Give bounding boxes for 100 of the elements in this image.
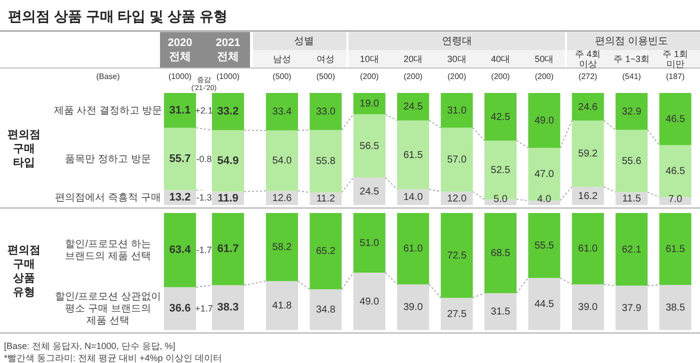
data-label: 33.2 (217, 106, 239, 118)
series-label: 품목만 정하고 방문 (65, 154, 151, 165)
text: (Base) (96, 72, 120, 80)
data-label: 59.2 (578, 148, 598, 160)
data-label: 33.4 (272, 106, 292, 118)
data-label: 54.9 (217, 154, 239, 167)
bar (572, 93, 604, 121)
data-label: 11.5 (622, 193, 642, 204)
data-label: 27.5 (447, 308, 467, 320)
bar (353, 213, 386, 273)
bar (440, 93, 473, 128)
bar (397, 120, 430, 190)
bar (528, 200, 560, 205)
bar (397, 213, 430, 284)
bar (528, 213, 560, 278)
data-label: 54.0 (272, 155, 292, 166)
data-label: 61.5 (666, 243, 686, 254)
data-label: 49.0 (360, 296, 380, 307)
data-label: 61.7 (217, 243, 239, 256)
bar (397, 284, 430, 330)
data-label: 61.0 (578, 243, 598, 254)
bar (616, 213, 648, 286)
data-label: 14.0 (403, 192, 424, 203)
bar (353, 178, 386, 205)
data-label: 52.5 (490, 164, 511, 176)
bar (572, 213, 604, 284)
data-label: 55.8 (316, 156, 336, 167)
bar (440, 298, 473, 330)
bar (659, 93, 692, 146)
data-label: 56.5 (360, 140, 380, 152)
chart-title: 편의점 상품 구매 타입 및 상품 유형 (8, 8, 228, 24)
data-label: 37.9 (622, 302, 642, 314)
data-label: 5.0 (494, 194, 508, 204)
data-label: 63.4 (169, 244, 192, 256)
text: 편의점 이용빈도 (595, 36, 668, 46)
x-tick-label: 2020 전체 (1000) (168, 37, 192, 80)
x-tick-label: 40대 (200) (490, 54, 510, 80)
y-axis-title: 편의점 구매 타입 (8, 129, 40, 169)
data-label: 72.5 (447, 250, 467, 261)
data-label: 7.0 (668, 194, 683, 204)
bar (266, 130, 298, 191)
data-label: 46.5 (666, 114, 686, 125)
x-tick-label: 50대 (200) (534, 54, 554, 80)
data-label: 39.0 (578, 302, 598, 313)
series-label: 할인/프로모션 하는 브랜드의 제품 선택 (65, 238, 151, 262)
data-label: 13.2 (169, 192, 191, 204)
data-label: 61.0 (403, 243, 424, 254)
data-label: 24.5 (403, 101, 424, 112)
bar (266, 281, 298, 330)
x-tick-label: 20대 (200) (404, 54, 423, 80)
data-label: 11.2 (316, 193, 336, 204)
data-label: 68.5 (490, 248, 511, 259)
bar (440, 128, 473, 192)
data-label: 57.0 (447, 154, 467, 166)
annotation: +1.7 (195, 304, 213, 314)
data-label: 32.9 (622, 106, 642, 117)
bar (484, 213, 516, 294)
bar (659, 213, 692, 285)
data-label: 12.6 (272, 192, 292, 204)
bar (484, 93, 516, 141)
bar (266, 213, 298, 282)
bar (310, 130, 342, 192)
data-label: 11.9 (218, 192, 238, 204)
x-tick-label: 주 1~3회 (541) (614, 54, 650, 80)
x-tick-label: 여성 (500) (316, 54, 336, 80)
data-label: 31.5 (490, 306, 511, 318)
text: 연령대 (442, 36, 472, 46)
data-label: 24.5 (360, 186, 380, 197)
data-label: 49.0 (534, 114, 554, 126)
annotation: -1.3 (196, 192, 212, 203)
text: 성별 (294, 36, 314, 46)
bar (353, 272, 386, 330)
text: [Base: 전체 응답자, N=1000, 단수 응답, %] (4, 341, 176, 351)
bar (616, 130, 648, 192)
data-label: 34.8 (316, 304, 336, 316)
bar (353, 114, 386, 178)
data-label: 12.0 (447, 192, 467, 204)
bar (572, 284, 604, 330)
data-label: 61.5 (403, 149, 424, 160)
bar (616, 286, 648, 330)
data-label: 55.7 (169, 153, 191, 166)
data-label: 4.0 (537, 194, 552, 204)
data-label: 46.5 (666, 166, 686, 177)
data-label: 65.2 (316, 246, 336, 257)
bar (528, 278, 560, 330)
data-label: 55.5 (534, 240, 554, 251)
bar (397, 93, 430, 120)
bar (310, 93, 342, 130)
series-label: 제품 사전 결정하고 방문 (54, 104, 162, 116)
bar (659, 197, 692, 205)
data-label: 38.5 (666, 302, 686, 313)
bar (266, 93, 298, 130)
data-label: 36.6 (169, 302, 191, 315)
data-label: 44.5 (534, 298, 554, 310)
data-label: 39.0 (403, 302, 424, 313)
annotation: -0.8 (196, 154, 212, 164)
data-label: 47.0 (534, 168, 554, 180)
data-label: 58.2 (272, 242, 292, 253)
data-label: 51.0 (360, 237, 380, 248)
bar (310, 213, 342, 290)
